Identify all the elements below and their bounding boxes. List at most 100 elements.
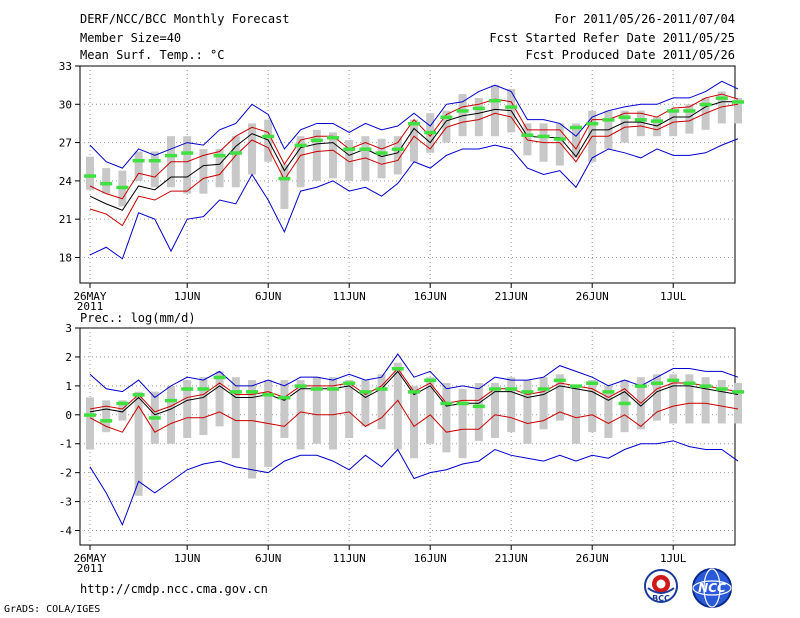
min-envelope-line xyxy=(89,440,739,526)
chart-title: DERF/NCC/BCC Monthly Forecast xyxy=(80,12,290,26)
obs-marker xyxy=(359,390,372,394)
footer-url: http://cmdp.ncc.cma.gov.cn xyxy=(80,582,268,596)
obs-marker xyxy=(715,96,728,100)
spread-box xyxy=(410,119,418,162)
x-tick-label: 11JUN xyxy=(333,290,366,303)
obs-marker xyxy=(294,143,307,148)
obs-marker xyxy=(197,387,210,391)
x-tick-label: 1JUL xyxy=(660,552,687,565)
y-tick-label: -2 xyxy=(59,467,72,480)
obs-marker xyxy=(553,137,566,141)
obs-marker xyxy=(440,115,453,120)
spread-box xyxy=(167,385,175,444)
y-tick-label: 2 xyxy=(65,351,72,364)
x-tick-label: 1JUN xyxy=(174,552,201,565)
spread-box xyxy=(215,148,224,188)
spread-box xyxy=(555,374,564,421)
spread-box xyxy=(248,380,256,479)
y-tick-label: 0 xyxy=(65,409,72,422)
obs-marker xyxy=(116,185,129,190)
y-tick-label: 18 xyxy=(59,251,72,264)
spread-box xyxy=(604,385,613,438)
x-tick-year: 2011 xyxy=(77,562,104,575)
obs-marker xyxy=(618,401,631,406)
obs-marker xyxy=(472,404,485,409)
spread-box xyxy=(685,104,694,134)
obs-marker xyxy=(310,138,323,143)
obs-marker xyxy=(440,401,453,406)
fcst-start-date: Fcst Started Refer Date 2011/05/25 xyxy=(489,31,735,45)
spread-box xyxy=(393,136,402,175)
spread-box xyxy=(636,110,645,137)
spread-box xyxy=(701,97,710,130)
spread-box xyxy=(86,156,94,190)
spread-box xyxy=(393,362,402,450)
obs-marker xyxy=(100,181,113,186)
obs-marker xyxy=(278,176,291,181)
spread-box xyxy=(588,380,597,433)
spread-box xyxy=(669,110,678,137)
spread-box xyxy=(102,400,111,433)
max-envelope-line xyxy=(89,80,739,169)
spread-box xyxy=(701,377,710,424)
ncc-logo: NCC xyxy=(692,568,732,608)
obs-marker xyxy=(262,393,275,397)
spread-box xyxy=(361,380,370,427)
spread-box xyxy=(102,168,111,194)
spread-box xyxy=(345,380,354,438)
spread-box xyxy=(134,151,143,181)
obs-marker xyxy=(84,413,96,417)
obs-marker xyxy=(327,387,339,391)
obs-marker xyxy=(375,151,388,155)
spread-box xyxy=(183,136,192,194)
member-upper-line xyxy=(89,93,739,200)
obs-marker xyxy=(570,384,582,388)
precipitation-frame xyxy=(79,327,736,546)
y-tick-label: 27 xyxy=(59,137,72,150)
y-tick-label: -3 xyxy=(59,496,72,509)
ensemble-mean-line xyxy=(89,101,738,211)
spread-box xyxy=(442,110,451,143)
bcc-logo: BCC xyxy=(644,569,678,603)
valid-range: For 2011/05/26-2011/07/04 xyxy=(554,12,735,26)
precip-title: Prec.: log(mm/d) xyxy=(80,311,196,325)
obs-marker xyxy=(424,378,437,383)
spread-box xyxy=(377,374,386,430)
x-tick-label: 1JUL xyxy=(660,290,687,303)
x-tick-year: 2011 xyxy=(77,300,104,313)
y-tick-label: 24 xyxy=(59,175,73,188)
obs-marker xyxy=(213,153,226,158)
obs-marker xyxy=(586,121,599,126)
spread-box xyxy=(474,382,483,441)
x-tick-label: 11JUN xyxy=(333,552,366,565)
obs-marker xyxy=(181,151,194,155)
spread-box xyxy=(539,377,548,430)
spread-box xyxy=(199,148,208,194)
obs-marker xyxy=(84,174,96,178)
obs-marker xyxy=(391,147,404,151)
spread-box xyxy=(296,136,305,188)
obs-marker xyxy=(213,375,226,380)
obs-marker xyxy=(424,130,437,135)
obs-marker xyxy=(618,115,631,120)
obs-marker xyxy=(229,151,242,155)
member-lower-line xyxy=(89,399,739,433)
spread-box xyxy=(231,136,240,188)
x-tick-label: 1JUN xyxy=(174,290,201,303)
obs-marker xyxy=(310,387,323,391)
x-tick-label: 16JUN xyxy=(414,290,447,303)
spread-box xyxy=(280,380,289,438)
x-tick-label: 26MAY xyxy=(73,552,106,565)
y-tick-label: 21 xyxy=(59,213,72,226)
obs-marker xyxy=(715,387,728,391)
obs-marker xyxy=(359,147,372,151)
spread-box xyxy=(442,382,451,453)
obs-marker xyxy=(181,387,194,391)
obs-marker xyxy=(505,105,518,109)
obs-marker xyxy=(634,384,647,388)
spread-box xyxy=(280,164,289,209)
fcst-produced-date: Fcst Produced Date 2011/05/26 xyxy=(525,48,735,62)
member-lower-line xyxy=(89,103,739,227)
obs-marker xyxy=(132,158,145,163)
